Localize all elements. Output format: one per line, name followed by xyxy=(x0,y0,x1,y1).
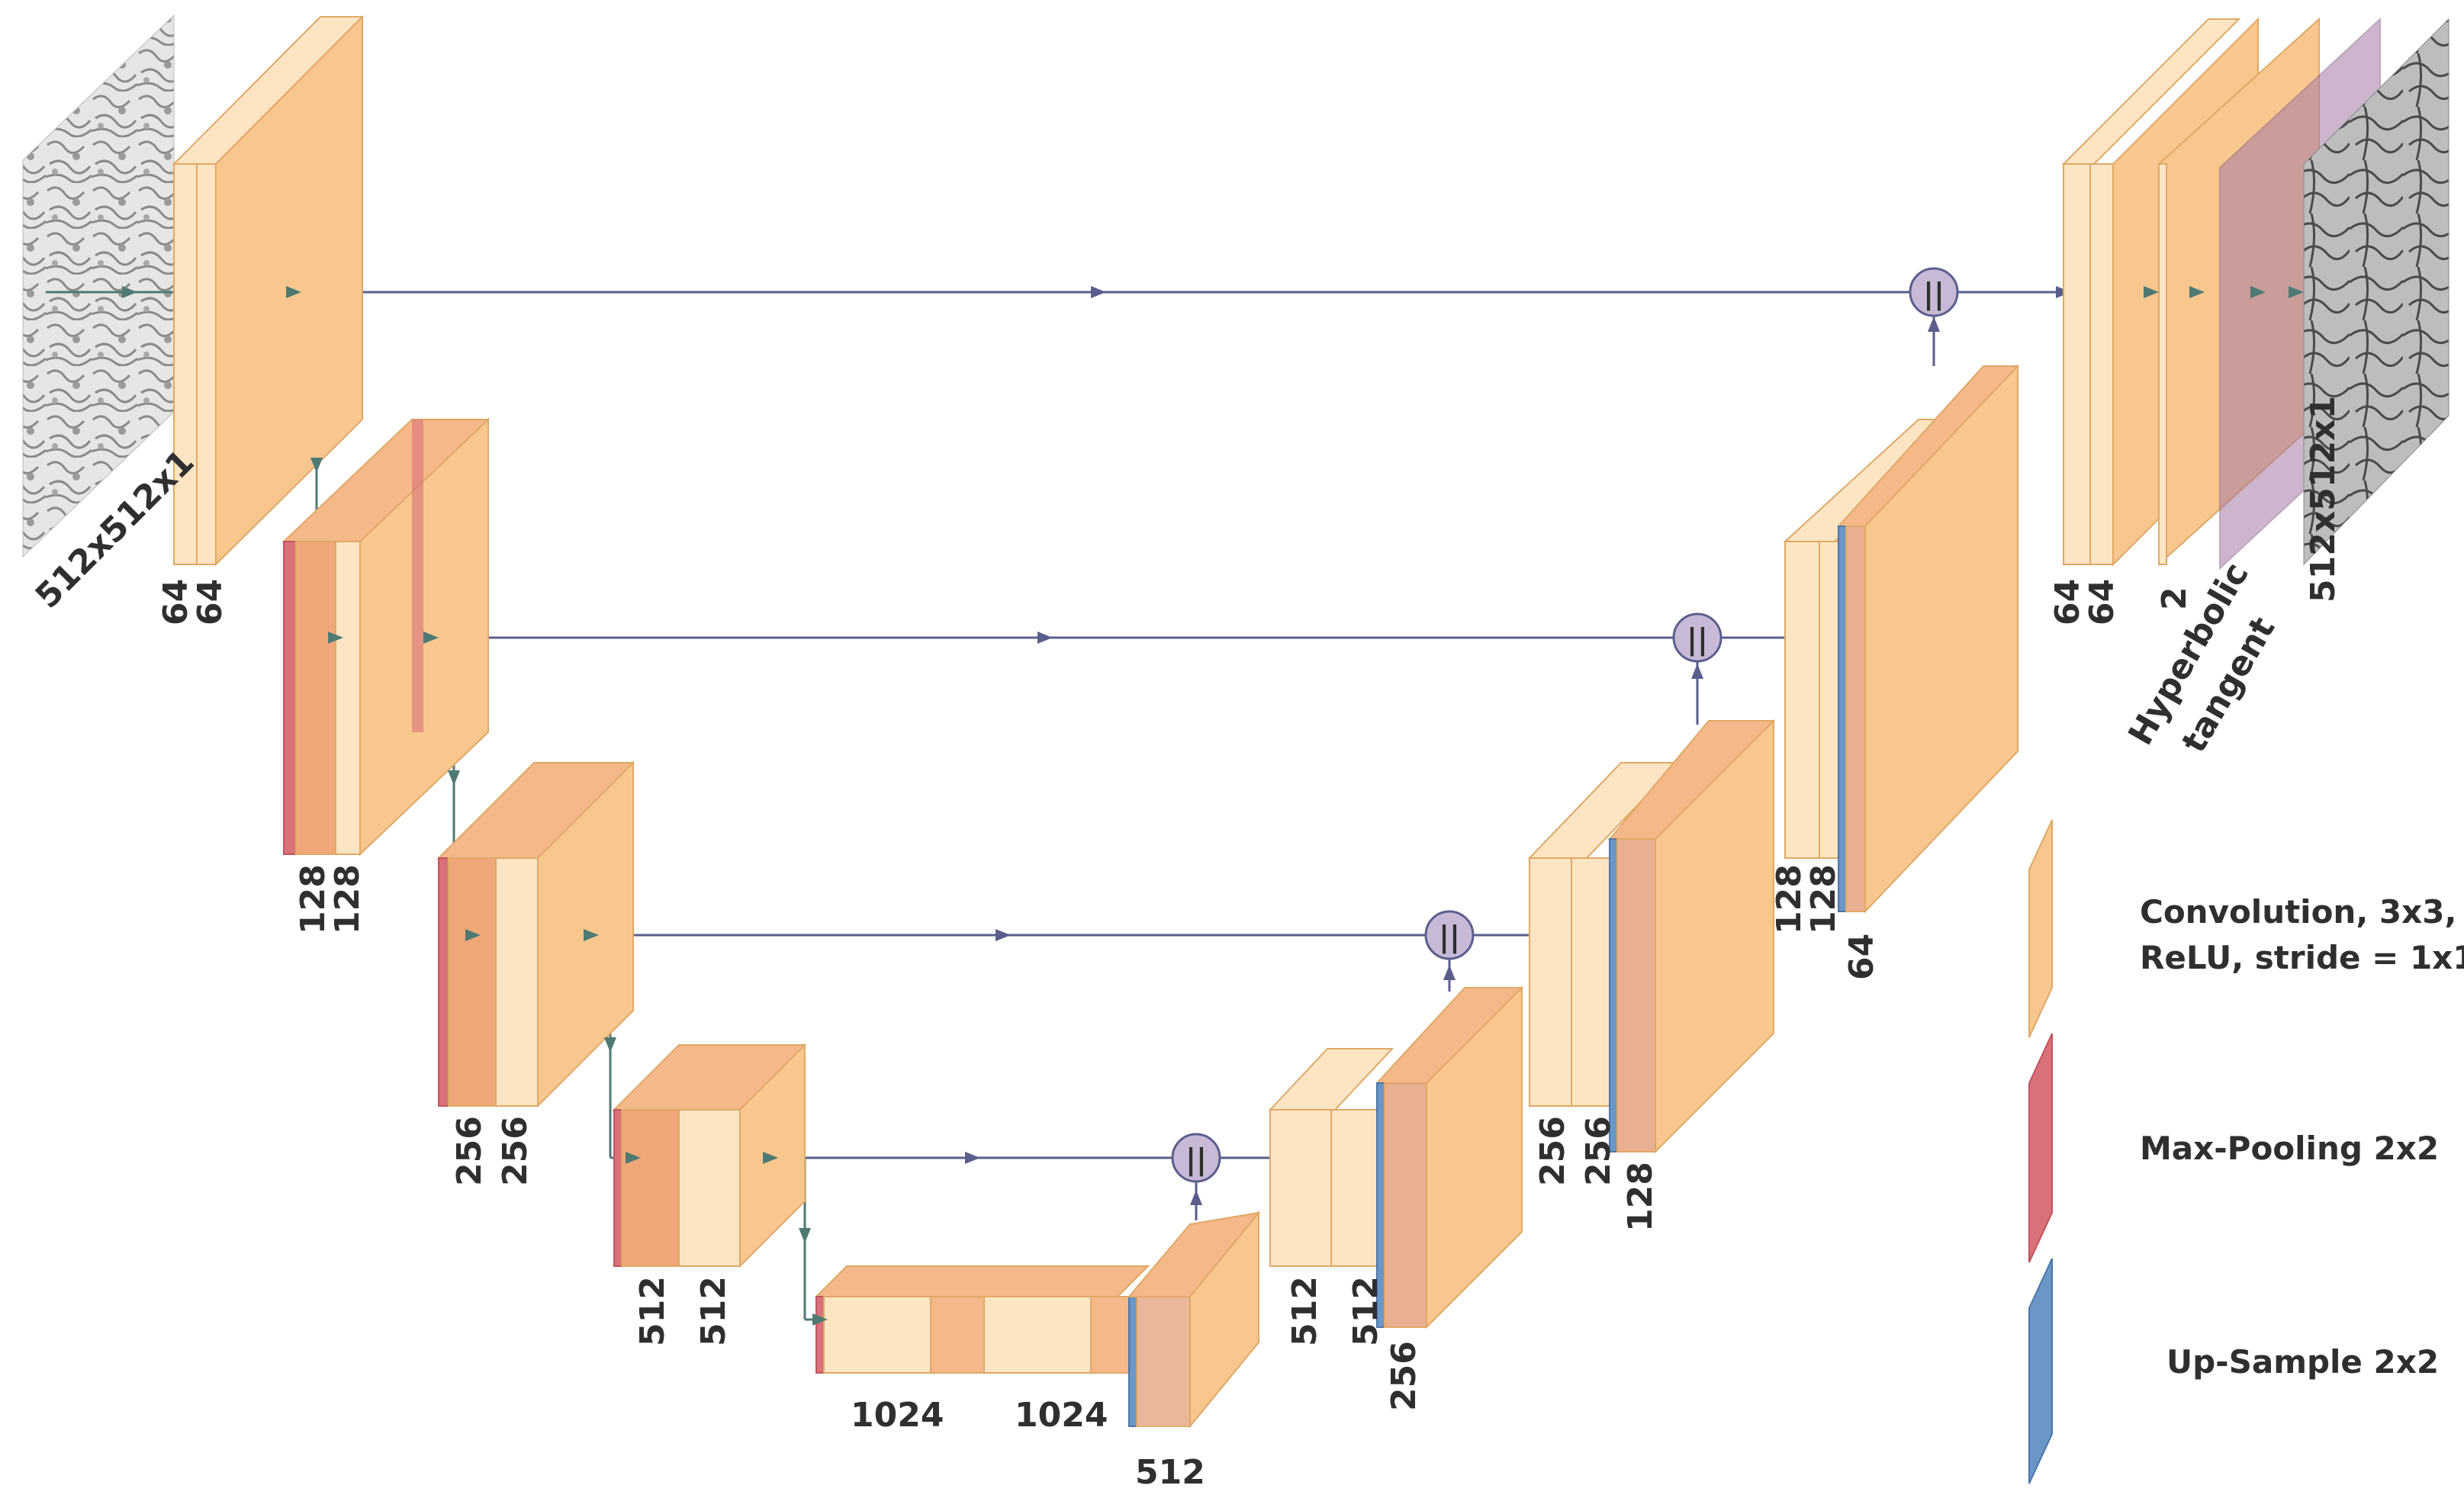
down-arrowheads xyxy=(122,286,2304,1326)
concat-node-1: || xyxy=(1909,267,1959,317)
final-conv-label: 2 xyxy=(2155,587,2194,610)
bottleneck-label-a: 1024 xyxy=(851,1396,944,1435)
dec4-label-a: 512 xyxy=(1285,1276,1324,1346)
concat-node-2: || xyxy=(1672,612,1723,663)
enc1-label-a: 64 xyxy=(156,579,195,625)
enc3-label-a: 256 xyxy=(450,1116,489,1186)
encoder-block-4 xyxy=(612,1043,807,1268)
enc1-label-b: 64 xyxy=(191,579,230,625)
dec3-label-a: 256 xyxy=(1533,1116,1572,1186)
enc2-label-b: 128 xyxy=(328,864,367,934)
up1-label: 64 xyxy=(1842,934,1881,980)
dec1-label-b: 64 xyxy=(2083,579,2121,625)
up3-label: 256 xyxy=(1385,1341,1423,1411)
up4-label: 512 xyxy=(1135,1453,1205,1492)
legend-up: Up-Sample 2x2 xyxy=(2028,1258,2439,1484)
legend-pool-label: Max-Pooling 2x2 xyxy=(2140,1130,2439,1167)
dec1-label-a: 64 xyxy=(2048,579,2087,625)
decoder-block-4 xyxy=(1268,985,1524,1329)
encoder-block-1 xyxy=(172,14,365,567)
legend: Convolution, 3x3, ReLU, stride = 1x1 Max… xyxy=(2028,819,2464,1484)
legend-conv-line2: ReLU, stride = 1x1 xyxy=(2140,939,2464,976)
decoder-block-2 xyxy=(1783,364,2020,914)
legend-conv: Convolution, 3x3, ReLU, stride = 1x1 xyxy=(2028,819,2464,1038)
svg-text:||: || xyxy=(1923,277,1945,311)
concat-node-3: || xyxy=(1424,910,1475,960)
encoder-block-2 xyxy=(281,417,491,857)
svg-text:||: || xyxy=(1439,920,1460,954)
legend-pool: Max-Pooling 2x2 xyxy=(2028,1033,2439,1263)
up-arrowheads xyxy=(1190,317,1940,1205)
svg-text:||: || xyxy=(1185,1143,1207,1177)
bottleneck-block xyxy=(814,1210,1261,1429)
output-label: 512x512x1 xyxy=(2304,396,2343,603)
dec4-label-b: 512 xyxy=(1346,1276,1385,1346)
concat-node-4: || xyxy=(1171,1133,1221,1183)
enc4-label-a: 512 xyxy=(633,1276,672,1346)
dec2-label-b: 128 xyxy=(1804,864,1843,934)
bottleneck-label-b: 1024 xyxy=(1015,1396,1108,1435)
svg-text:||: || xyxy=(1687,622,1708,657)
output-image xyxy=(2303,18,2450,566)
legend-up-label: Up-Sample 2x2 xyxy=(2166,1343,2439,1381)
up2-label: 128 xyxy=(1621,1162,1660,1232)
enc3-label-b: 256 xyxy=(496,1116,535,1186)
decoder-block-3 xyxy=(1527,718,1776,1154)
legend-conv-line1: Convolution, 3x3, xyxy=(2140,893,2456,931)
dec3-label-b: 256 xyxy=(1579,1116,1618,1186)
enc4-label-b: 512 xyxy=(694,1276,733,1346)
dec2-label-a: 128 xyxy=(1770,864,1809,934)
enc2-label-a: 128 xyxy=(294,864,333,934)
